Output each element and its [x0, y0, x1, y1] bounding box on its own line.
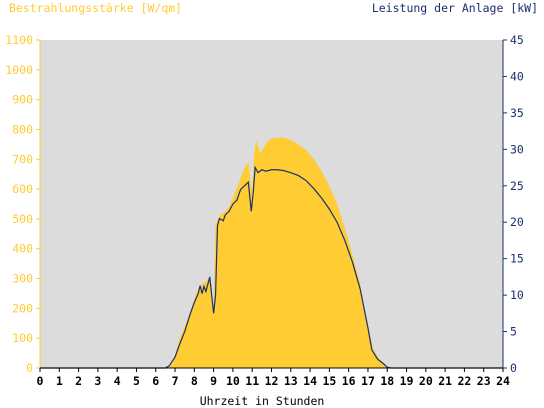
x-tick-label: 22 [457, 374, 471, 388]
left-tick-label: 600 [12, 182, 33, 196]
x-tick-label: 7 [172, 374, 179, 388]
right-tick-label: 35 [510, 106, 524, 120]
x-axis-title: Uhrzeit in Stunden [200, 394, 325, 408]
x-tick-label: 19 [400, 374, 414, 388]
x-tick-label: 14 [303, 374, 317, 388]
x-tick-label: 1 [56, 374, 63, 388]
x-tick-label: 21 [438, 374, 452, 388]
right-tick-label: 40 [510, 69, 524, 83]
x-tick-label: 17 [361, 374, 375, 388]
x-tick-label: 24 [496, 374, 510, 388]
x-tick-label: 15 [322, 374, 336, 388]
left-tick-label: 400 [12, 242, 33, 256]
x-tick-label: 4 [114, 374, 121, 388]
right-tick-label: 0 [510, 361, 517, 375]
x-tick-label: 6 [152, 374, 159, 388]
x-tick-label: 23 [477, 374, 491, 388]
x-tick-label: 11 [245, 374, 259, 388]
right-tick-label: 5 [510, 325, 517, 339]
x-tick-label: 20 [419, 374, 433, 388]
right-tick-label: 30 [510, 142, 524, 156]
left-axis-ticks: 0 100 200 300 400 500 600 700 800 900 1000 1100 [5, 33, 40, 375]
x-tick-label: 12 [265, 374, 279, 388]
right-axis-ticks: 0 5 10 15 20 25 30 35 40 45 [503, 33, 524, 375]
left-tick-label: 500 [12, 212, 33, 226]
right-tick-label: 25 [510, 179, 524, 193]
x-tick-label: 16 [342, 374, 356, 388]
left-tick-label: 1000 [5, 63, 33, 77]
right-tick-label: 20 [510, 215, 524, 229]
left-axis-title: Bestrahlungsstärke [W/qm] [9, 1, 182, 15]
power-line [40, 165, 503, 369]
right-tick-label: 45 [510, 33, 524, 47]
right-axis-title: Leistung der Anlage [kW] [372, 1, 538, 15]
left-tick-label: 900 [12, 93, 33, 107]
irradiance-area [40, 137, 503, 368]
left-tick-label: 100 [12, 331, 33, 345]
x-tick-label: 5 [133, 374, 140, 388]
x-tick-label: 0 [37, 374, 44, 388]
left-tick-label: 300 [12, 272, 33, 286]
x-tick-label: 8 [191, 374, 198, 388]
x-tick-label: 10 [226, 374, 240, 388]
left-tick-label: 1100 [5, 33, 33, 47]
x-tick-label: 13 [284, 374, 298, 388]
left-tick-label: 700 [12, 152, 33, 166]
left-tick-label: 0 [26, 361, 33, 375]
x-tick-label: 3 [94, 374, 101, 388]
left-tick-label: 200 [12, 301, 33, 315]
right-tick-label: 10 [510, 288, 524, 302]
x-axis-ticks: 0 1 2 3 4 5 6 7 8 9 10 11 12 13 14 15 16 17 18 19 20 21 22 23 24 [37, 368, 510, 388]
right-tick-label: 15 [510, 252, 524, 266]
x-tick-label: 18 [380, 374, 394, 388]
x-tick-label: 9 [210, 374, 217, 388]
left-tick-label: 800 [12, 122, 33, 136]
x-tick-label: 2 [75, 374, 82, 388]
